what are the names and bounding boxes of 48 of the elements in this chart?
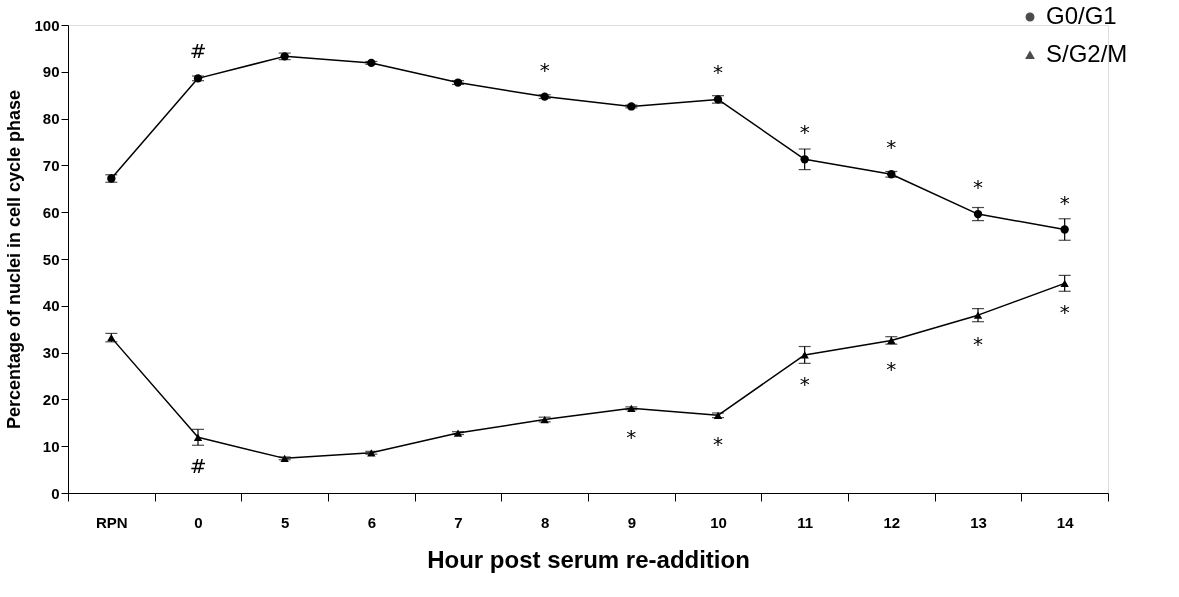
annotation: * [539,57,550,82]
point [800,155,809,164]
annotation: * [713,60,723,85]
y-tick-label: 90 [42,63,60,81]
x-tick-label: 0 [194,513,203,531]
x-tick-label: 9 [627,513,637,531]
annotation: * [886,135,897,160]
y-tick-label: 0 [51,484,60,502]
x-tick-label: 8 [540,513,550,531]
point [1060,279,1069,287]
x-axis-title: Hour post serum re-addition [427,545,750,573]
x-tick-label: 13 [970,513,987,531]
annotation: * [1059,190,1070,215]
x-tick-label: 7 [454,513,463,531]
y-tick-label: 60 [42,203,60,221]
point [193,433,203,441]
annotation: # [189,454,207,479]
annotation: # [189,39,207,64]
annotation: * [886,357,897,382]
point [1060,225,1069,234]
legend-label: G0/G1 [1046,2,1117,29]
annotation: * [1059,300,1070,325]
annotation: * [713,432,723,457]
y-tick-label: 30 [42,344,60,362]
point [367,58,376,68]
y-tick-label: 50 [42,250,60,268]
x-tick-label: RPN [96,513,128,531]
annotation: * [626,425,637,450]
legend-label: S/G2/M [1046,40,1128,67]
x-tick-label: 14 [1056,513,1075,531]
annotation: * [973,175,983,200]
annotation: * [973,332,983,357]
y-tick-label: 100 [34,16,60,34]
y-tick-label: 80 [42,110,60,128]
y-tick-label: 20 [42,390,60,408]
annotation: * [799,371,810,396]
y-tick-label: 40 [42,297,60,315]
x-tick-label: 10 [710,513,727,531]
y-tick-label: 70 [42,156,60,174]
x-tick-label: 6 [367,513,377,531]
x-tick-label: 12 [883,513,901,531]
y-axis-title: Percentage of nuclei in cell cycle phase [4,89,25,430]
x-tick-label: 5 [280,513,290,531]
x-tick-label: 11 [797,513,814,531]
point [800,351,809,359]
y-tick-label: 10 [42,437,60,455]
point [973,311,983,319]
annotation: * [799,120,810,145]
